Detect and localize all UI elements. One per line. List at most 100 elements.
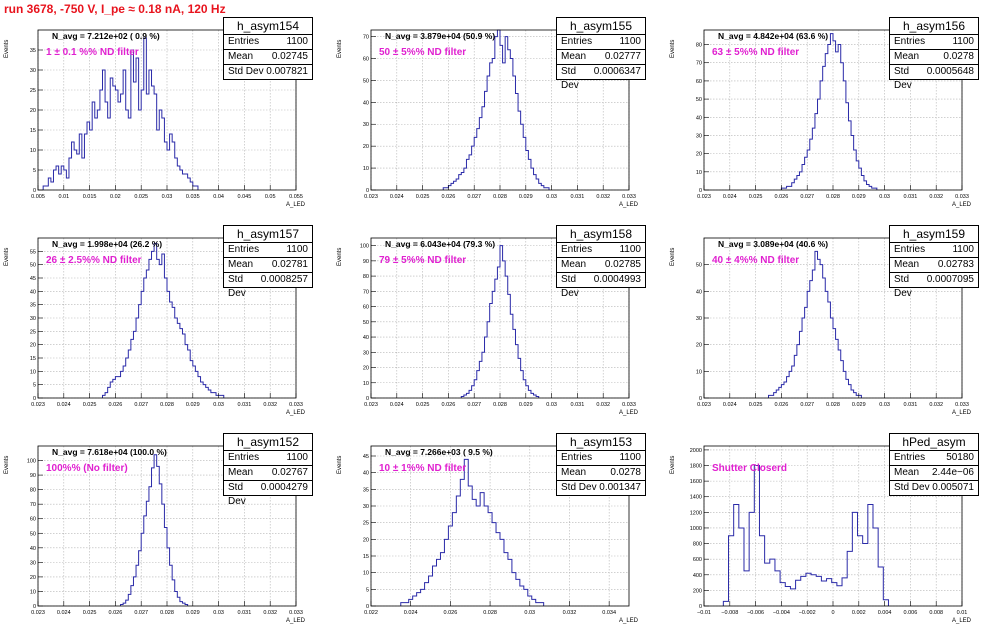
y-tick-label: 20 [30, 108, 36, 114]
y-tick-label: 60 [363, 305, 369, 311]
y-tick-label: 20 [696, 343, 702, 349]
histogram-panel-h_asym156: 0.023 0.024 0.025 0.026 0.027 0.028 0.029 0.03 0… [666, 12, 998, 220]
x-tick-label: 0.03 [546, 402, 557, 408]
navg-label: N_avg = 3.879e+04 (50.9 %) [385, 31, 496, 41]
filter-label: 50 ± 5%% ND filter [379, 47, 467, 58]
stat-label: Entries [894, 36, 926, 47]
histogram-plot: 0.005 0.01 0.015 0.02 0.025 0.03 0.035 0.04 0.04… [30, 29, 303, 200]
stats-box: h_asym158 Entries 1100 Mean 0.02785 Std Dev 0.… [556, 225, 646, 299]
navg-label: N_avg = 1.998e+04 (26.2 %) [52, 239, 163, 249]
stat-row-entries: Entries 1100 [224, 35, 312, 50]
y-tick-label: 60 [30, 517, 36, 523]
stat-value: 0.02745 [271, 51, 308, 62]
x-tick-label: 0.028 [483, 610, 497, 616]
y-tick-label: 25 [363, 521, 369, 527]
y-axis-label: Events [337, 39, 343, 58]
stat-label: Entries [228, 244, 260, 255]
stat-label: Mean [894, 51, 920, 62]
histogram-plot: 0.023 0.024 0.025 0.026 0.027 0.028 0.029 0.03 0… [696, 237, 969, 408]
x-tick-label: 0.028 [826, 402, 840, 408]
x-tick-label: 0.026 [109, 402, 123, 408]
stat-row-std: Std Dev 0.0008257 [224, 273, 312, 299]
y-tick-label: 5 [33, 383, 36, 389]
x-tick-label: 0.03 [213, 610, 224, 616]
stat-row-entries: Entries 1100 [224, 243, 312, 258]
x-tick-label: 0.034 [602, 610, 616, 616]
stat-row-entries: Entries 50180 [890, 451, 978, 466]
y-tick-label: 70 [30, 502, 36, 508]
x-axis-label: A_LED [952, 618, 972, 624]
histogram-line [722, 465, 889, 606]
y-tick-label: 600 [693, 557, 702, 563]
stat-value: 0.0005648 [926, 66, 974, 77]
y-tick-label: 10 [363, 166, 369, 172]
stat-label: Std Dev [228, 482, 246, 507]
y-tick-label: 0 [699, 396, 702, 402]
y-axis-label: Events [670, 39, 676, 58]
x-tick-label: 0.026 [775, 402, 789, 408]
stat-label: Mean [228, 259, 254, 270]
x-tick-label: 0.025 [416, 402, 430, 408]
x-tick-label: 0.035 [186, 194, 200, 200]
y-tick-label: 60 [696, 79, 702, 85]
y-tick-label: 35 [30, 48, 36, 54]
x-tick-label: 0.024 [57, 402, 71, 408]
histogram-name: h_asym159 [890, 226, 978, 243]
x-tick-label: 0.005 [31, 194, 45, 200]
stat-value: 0.0007095 [926, 274, 974, 285]
y-tick-label: 400 [693, 573, 702, 579]
stat-label: Mean [894, 467, 920, 478]
y-tick-label: 50 [363, 320, 369, 326]
x-tick-label: 0.031 [571, 194, 585, 200]
stat-label: Std Dev [561, 274, 579, 299]
stat-row-mean: Mean 0.02785 [557, 258, 645, 273]
x-tick-label: 0.029 [186, 402, 200, 408]
y-tick-label: 15 [30, 356, 36, 362]
x-tick-label: 0.027 [800, 402, 814, 408]
stat-value: 0.0004993 [593, 274, 641, 285]
navg-label: N_avg = 4.842e+04 (63.6 %) [718, 31, 829, 41]
plot-frame [370, 445, 630, 607]
histogram-panel-h_asym157: 0.023 0.024 0.025 0.026 0.027 0.028 0.029 0.03 0… [0, 220, 332, 428]
stat-row-mean: Mean 0.02777 [557, 50, 645, 65]
x-tick-label: 0.024 [404, 610, 418, 616]
stat-row-std: Std Dev 0.005071 [890, 481, 978, 495]
y-tick-label: 200 [693, 588, 702, 594]
stat-label: Std Dev [228, 66, 264, 77]
stat-value: 0.005071 [932, 482, 974, 493]
stat-label: Entries [894, 452, 926, 463]
y-tick-label: 30 [363, 350, 369, 356]
x-tick-label: 0.027 [467, 194, 481, 200]
stat-label: Entries [228, 452, 260, 463]
histogram-name: h_asym154 [224, 18, 312, 35]
stats-box: hPed_asym Entries 50180 Mean 2.44e−06 Std Dev… [889, 433, 979, 496]
histogram-plot: 0.023 0.024 0.025 0.026 0.027 0.028 0.029 0.03 0… [363, 29, 636, 200]
histogram-plot: 0.023 0.024 0.025 0.026 0.027 0.028 0.029 0.03 0… [696, 29, 969, 200]
stat-label: Std Dev [228, 274, 246, 299]
stat-label: Mean [561, 259, 587, 270]
x-tick-label: 0.026 [109, 610, 123, 616]
stat-row-std: Std Dev 0.007821 [224, 65, 312, 79]
x-tick-label: 0.024 [390, 194, 404, 200]
x-tick-label: 0.028 [160, 610, 174, 616]
y-tick-label: 10 [696, 170, 702, 176]
stat-label: Entries [894, 244, 926, 255]
x-tick-label: 0.033 [289, 402, 303, 408]
y-tick-label: 80 [696, 43, 702, 49]
y-tick-label: 40 [363, 100, 369, 106]
x-tick-label: 0.05 [265, 194, 276, 200]
stat-row-mean: Mean 0.02745 [224, 50, 312, 65]
y-tick-label: 20 [363, 144, 369, 150]
x-tick-label: 0.032 [563, 610, 577, 616]
x-tick-label: 0.01 [58, 194, 69, 200]
x-tick-label: −0.01 [697, 610, 711, 616]
y-axis-label: Events [670, 247, 676, 266]
x-tick-label: 0.031 [238, 402, 252, 408]
stat-row-entries: Entries 1100 [224, 451, 312, 466]
x-tick-label: −0.002 [799, 610, 816, 616]
y-tick-label: 5 [366, 587, 369, 593]
stats-box: h_asym152 Entries 1100 Mean 0.02767 Std Dev 0.… [223, 433, 313, 507]
stat-row-std: Std Dev 0.0005648 [890, 65, 978, 91]
stats-box: h_asym156 Entries 1100 Mean 0.0278 Std Dev 0.0… [889, 17, 979, 91]
x-axis-label: A_LED [619, 618, 639, 624]
